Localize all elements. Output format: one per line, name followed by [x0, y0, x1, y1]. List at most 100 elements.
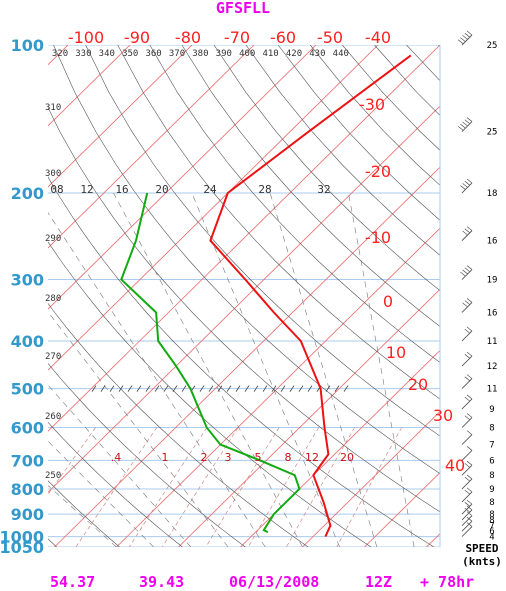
- wind-staff: [461, 417, 473, 428]
- pressure-label-300: 300: [11, 271, 44, 290]
- hatch-mark: [334, 385, 340, 392]
- wind-barb: [464, 180, 471, 186]
- wind-speed-label: 4: [489, 533, 494, 543]
- wind-barb: [466, 413, 473, 418]
- mixing-ratio-20: [336, 427, 403, 547]
- isotherm-20: [302, 45, 440, 547]
- wind-barb: [466, 265, 473, 270]
- wind-speed-label: 6: [489, 456, 494, 466]
- theta-top-label: 430: [309, 49, 325, 59]
- theta-left-label: 310: [45, 103, 61, 113]
- isotherm-right-label: -20: [365, 162, 391, 181]
- wind-speed-label: 16: [487, 308, 498, 318]
- theta-top-label: 360: [145, 49, 161, 59]
- wind-barb: [466, 326, 473, 332]
- wind-barb: [464, 502, 471, 507]
- wind-speed-label: 16: [487, 237, 498, 247]
- dewpoint-line: [120, 192, 301, 534]
- isotherm-top-label: -50: [317, 28, 343, 47]
- wind-barb: [464, 354, 471, 359]
- wind-barb: [464, 119, 471, 125]
- hatch-mark: [325, 385, 331, 392]
- theta-top-label: 370: [169, 49, 185, 59]
- wind-barb: [466, 30, 473, 36]
- hatch-mark: [307, 385, 313, 392]
- mixing-ratio-2: [128, 427, 208, 547]
- wind-barb: [460, 123, 466, 129]
- wind-barb: [460, 271, 466, 277]
- wind-barb: [464, 32, 471, 38]
- wind-barb: [466, 460, 473, 466]
- mixing-ratio-label: 12: [305, 451, 319, 464]
- isotherm--110: [0, 45, 6, 547]
- wind-barb: [457, 126, 464, 131]
- wind-barb: [462, 302, 468, 308]
- isotach-label: 16: [115, 183, 128, 196]
- moist-adiabat-38: [348, 192, 415, 547]
- isotherm-10: [240, 45, 440, 547]
- wind-barb: [464, 476, 471, 482]
- wind-speed-label: 8: [489, 516, 494, 526]
- isotach-label: 20: [155, 183, 168, 196]
- dry-adiabat-310: [48, 45, 435, 547]
- wind-speed-label: 8: [489, 424, 494, 434]
- isotach-label: 24: [203, 183, 217, 196]
- hatch-mark: [244, 385, 250, 392]
- hatch-mark: [145, 385, 151, 392]
- wind-barb: [466, 446, 473, 451]
- isotach-label: 08: [50, 183, 63, 196]
- isotherm-top-label: -60: [270, 28, 296, 47]
- mixing-ratio-label: 5: [255, 451, 262, 464]
- mixing-ratio-label: 2: [201, 451, 208, 464]
- wind-barb: [464, 300, 471, 305]
- theta-top-label: 440: [333, 49, 349, 59]
- moist-adiabat--10: [48, 192, 117, 547]
- temperature-line: [209, 54, 412, 538]
- hatch-mark: [253, 385, 259, 392]
- dry-adiabat-280: [48, 45, 246, 547]
- isotherm-right-label: 10: [386, 343, 406, 362]
- wind-staff: [461, 34, 473, 46]
- hatch-mark: [136, 385, 142, 392]
- pressure-label-200: 200: [11, 184, 44, 203]
- wind-staff: [461, 509, 473, 521]
- speed-header-line-2: (knts): [462, 555, 502, 568]
- hatch-mark: [235, 385, 241, 392]
- dry-adiabat-370: [181, 45, 440, 547]
- pressure-label-1000: 1000: [0, 528, 44, 547]
- wind-barb: [466, 511, 473, 516]
- pressure-label-500: 500: [11, 380, 44, 399]
- wind-staff: [461, 355, 473, 367]
- wind-barb: [464, 489, 471, 495]
- hatch-mark: [271, 385, 277, 392]
- hatch-mark: [280, 385, 286, 392]
- theta-top-label: 410: [262, 49, 278, 59]
- wind-barb: [466, 394, 473, 400]
- wind-staff: [461, 450, 473, 461]
- wind-staff: [461, 398, 473, 410]
- isotherm--20: [54, 45, 440, 547]
- isotherm--10: [116, 45, 440, 547]
- dry-adiabat-320: [48, 45, 440, 547]
- wind-barb: [464, 267, 471, 273]
- footer-lon: 39.43: [139, 573, 184, 591]
- wind-barb: [464, 396, 471, 402]
- isotherm-top-label: -90: [124, 28, 150, 47]
- footer: 54.37 39.43 06/13/2008 12Z + 78hr: [50, 573, 474, 591]
- wind-barb: [464, 507, 471, 513]
- wind-barb: [466, 117, 473, 122]
- wind-barb: [464, 415, 471, 420]
- theta-top-label: 390: [216, 49, 232, 59]
- wind-barb: [457, 39, 464, 45]
- wind-speed-label: 9: [489, 405, 494, 415]
- wind-staff: [461, 330, 473, 342]
- sounding-profiles: [120, 54, 412, 538]
- wind-staff: [461, 464, 473, 476]
- wind-speed-label: 9: [489, 485, 494, 495]
- wind-speed-label: 25: [487, 128, 498, 138]
- hatch-mark: [208, 385, 214, 392]
- theta-left-label: 250: [45, 471, 61, 481]
- wind-barb: [466, 374, 473, 379]
